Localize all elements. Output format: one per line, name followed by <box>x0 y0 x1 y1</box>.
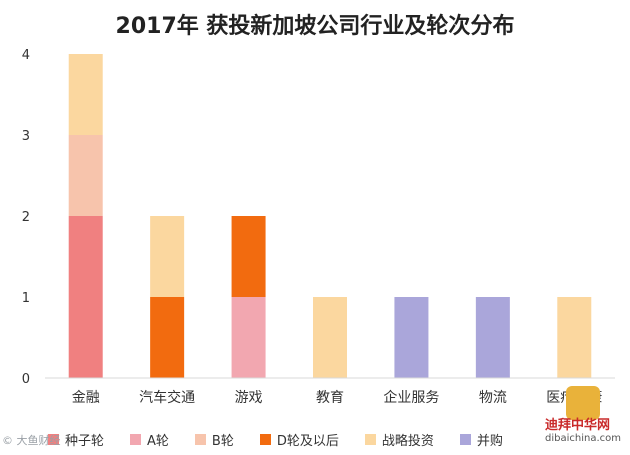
bar-segment <box>68 216 103 378</box>
y-tick-label: 4 <box>22 48 30 63</box>
legend-swatch <box>48 433 59 445</box>
legend-item: 并购 <box>459 430 503 449</box>
chart-title: 2017年 获投新加坡公司行业及轮次分布 <box>115 14 515 39</box>
legend-swatch <box>364 433 376 445</box>
legend-item: A轮 <box>130 430 169 449</box>
legend-swatch <box>459 433 471 445</box>
legend-item: 战略投资 <box>364 430 434 449</box>
bar-segment <box>150 216 185 297</box>
bar-segment <box>557 297 592 378</box>
legend-label: B轮 <box>211 433 234 449</box>
legend-label: A轮 <box>147 433 169 449</box>
legend-item: 种子轮 <box>48 430 104 449</box>
x-tick-label: 金融 <box>72 390 100 406</box>
bars <box>68 54 592 378</box>
watermark-left: © 大鱼财经 <box>2 434 61 447</box>
bar-segment <box>68 54 103 135</box>
y-tick-label: 2 <box>22 210 30 225</box>
y-tick-label: 3 <box>22 129 30 144</box>
y-axis: 0 1 2 3 4 <box>22 48 30 387</box>
legend-swatch <box>130 433 142 445</box>
legend-item: D轮及以后 <box>259 430 339 449</box>
bar-segment <box>475 297 510 378</box>
watermark-right-title: 迪拜中华网 <box>545 418 611 433</box>
bar-segment <box>313 297 347 378</box>
bar-segment <box>150 297 185 378</box>
y-tick-label: 1 <box>22 291 30 306</box>
legend-label: D轮及以后 <box>276 433 339 449</box>
legend-label: 战略投资 <box>381 433 434 449</box>
x-tick-label: 物流 <box>479 390 507 406</box>
x-tick-label: 汽车交通 <box>139 389 195 406</box>
bar-segment <box>68 135 103 216</box>
y-tick-label: 0 <box>22 372 30 387</box>
watermark-logo-icon <box>566 386 600 420</box>
bar-segment <box>394 297 429 378</box>
legend-label: 种子轮 <box>65 433 105 449</box>
legend: 种子轮 A轮 B轮 D轮及以后 战略投资 并购 <box>10 428 625 450</box>
bar-segment <box>231 216 266 297</box>
x-tick-label: 教育 <box>316 390 344 406</box>
legend-swatch <box>194 433 206 445</box>
legend-item: B轮 <box>194 430 234 449</box>
legend-swatch <box>259 433 271 445</box>
x-tick-label: 游戏 <box>235 390 263 406</box>
bar-segment <box>231 297 266 378</box>
x-tick-label: 企业服务 <box>383 389 439 406</box>
legend-label: 并购 <box>476 433 503 449</box>
x-axis: 金融汽车交通游戏教育企业服务物流医疗健康 <box>45 377 615 406</box>
watermark-right-url: dibaichina.com <box>545 433 621 444</box>
